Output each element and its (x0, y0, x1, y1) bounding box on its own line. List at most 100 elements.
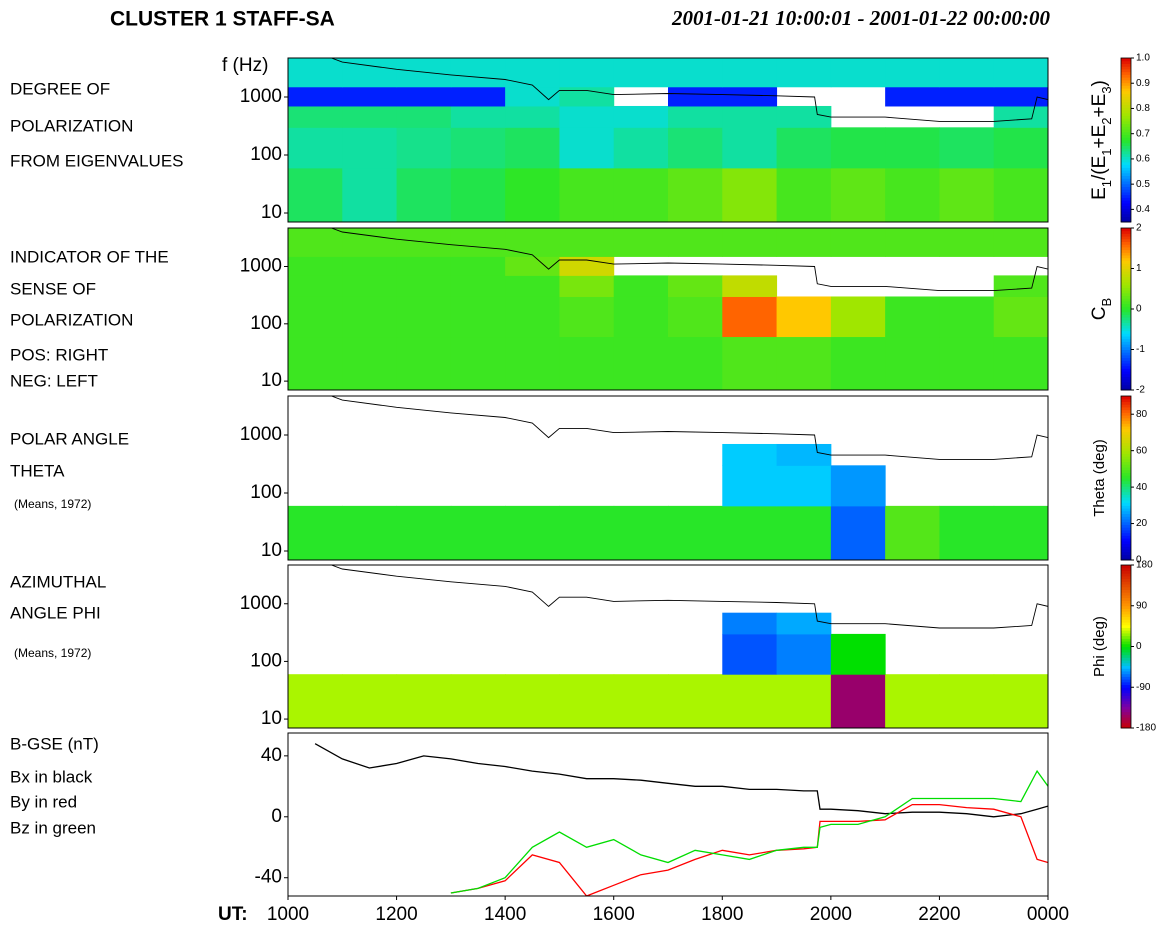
colorbar-swatch (1121, 529, 1131, 534)
heat-cell (288, 505, 343, 561)
colorbar-swatch (1121, 401, 1131, 405)
panel-note: POLARIZATION (10, 310, 133, 329)
heat-cell (505, 86, 560, 107)
colorbar-swatch (1121, 516, 1131, 520)
colorbar-swatch (1121, 99, 1131, 103)
y-tick-label: 10 (261, 202, 282, 223)
colorbar-swatch (1121, 657, 1131, 661)
heat-cell (505, 505, 560, 561)
colorbar-swatch (1121, 616, 1131, 620)
heat-cell (450, 275, 506, 297)
colorbar-swatch (1121, 670, 1131, 675)
colorbar-swatch (1121, 488, 1131, 493)
colorbar-tick-label: 90 (1136, 600, 1148, 611)
y-tick-label: 1000 (240, 424, 282, 445)
colorbar-swatch (1121, 90, 1131, 95)
colorbar-swatch (1121, 478, 1131, 482)
colorbar-swatch (1121, 540, 1131, 545)
colorbar-swatch (1121, 298, 1131, 302)
colorbar-swatch (1121, 480, 1131, 484)
colorbar-swatch (1121, 140, 1131, 144)
colorbar-swatch (1121, 336, 1131, 340)
colorbar-tick-label: 0.5 (1136, 179, 1150, 190)
colorbar-swatch (1121, 603, 1131, 607)
heat-cell (613, 275, 669, 297)
colorbar-swatch (1121, 508, 1131, 512)
heat-cell (830, 505, 886, 561)
colorbar-swatch (1121, 447, 1131, 452)
colorbar-label: Phi (deg) (1091, 616, 1108, 677)
colorbar-label-part: 1 (1099, 180, 1114, 187)
colorbar-swatch (1121, 379, 1131, 383)
colorbar-swatch (1121, 437, 1131, 441)
y-tick-label: -40 (255, 867, 282, 888)
reference: (Means, 1972) (14, 497, 91, 511)
colorbar-swatch (1121, 384, 1131, 388)
colorbar-swatch (1121, 619, 1131, 623)
colorbar-swatch (1121, 219, 1131, 223)
colorbar-swatch (1121, 129, 1131, 133)
colorbar-swatch (1121, 327, 1131, 332)
colorbar-swatch (1121, 309, 1131, 313)
colorbar-swatch (1121, 183, 1131, 187)
heat-cell (450, 86, 506, 107)
colorbar-swatch (1121, 252, 1131, 256)
colorbar-swatch (1121, 711, 1131, 715)
colorbar-swatch (1121, 167, 1131, 171)
colorbar-swatch (1121, 255, 1131, 259)
heat-cell (559, 336, 615, 391)
heat-cell (396, 105, 452, 128)
colorbar-tick-label: -180 (1136, 723, 1156, 734)
heat-cell (288, 296, 343, 338)
heat-cell (396, 296, 452, 338)
colorbar-swatch (1121, 194, 1131, 198)
colorbar-swatch (1121, 654, 1131, 658)
colorbar-swatch (1121, 483, 1131, 487)
colorbar-tick-label: 0 (1136, 641, 1142, 652)
colorbar-swatch (1121, 695, 1131, 699)
colorbar-swatch (1121, 396, 1131, 400)
colorbar-swatch (1121, 600, 1131, 604)
colorbar-swatch (1121, 458, 1131, 463)
heat-cell (722, 105, 778, 128)
y-tick-label: 10 (261, 370, 282, 391)
colorbar-swatch (1121, 107, 1131, 111)
colorbar-tick-label: 0 (1136, 555, 1142, 566)
colorbar-swatch (1121, 120, 1131, 125)
colorbar-tick-label: 80 (1136, 409, 1148, 420)
colorbar-swatch (1121, 428, 1131, 433)
heat-cell (939, 505, 995, 561)
heat-cell (885, 505, 940, 561)
heat-cell (668, 58, 723, 88)
panel-note: DEGREE OF (10, 79, 110, 98)
colorbar-swatch (1121, 630, 1131, 634)
colorbar-swatch (1121, 77, 1131, 81)
heat-cell (885, 228, 940, 257)
heat-cell (939, 228, 995, 257)
heat-cell (288, 167, 343, 223)
heat-cell (668, 228, 723, 257)
colorbar-swatch (1121, 426, 1131, 430)
colorbar-swatch (1121, 567, 1131, 571)
heat-cell (885, 674, 940, 729)
panel-note: Bz in green (10, 818, 96, 837)
heat-cell (288, 58, 343, 88)
heat-cell (722, 58, 778, 88)
heat-cell (993, 105, 1049, 128)
colorbar-swatch (1121, 60, 1131, 64)
colorbar-swatch (1121, 118, 1131, 122)
heat-cell (396, 505, 452, 561)
heat-cell (776, 633, 832, 675)
colorbar-swatch (1121, 344, 1131, 348)
colorbar-swatch (1121, 524, 1131, 528)
x-tick-label: 1600 (593, 904, 635, 925)
colorbar-swatch (1121, 464, 1131, 468)
heat-cell (830, 465, 886, 507)
heat-cell (288, 275, 343, 297)
data-line (331, 228, 1048, 292)
heat-cell (559, 296, 615, 338)
colorbar-swatch (1121, 79, 1131, 84)
colorbar-swatch (1121, 109, 1131, 114)
heat-cell (559, 228, 615, 257)
colorbar-label-part: C (1089, 306, 1110, 320)
